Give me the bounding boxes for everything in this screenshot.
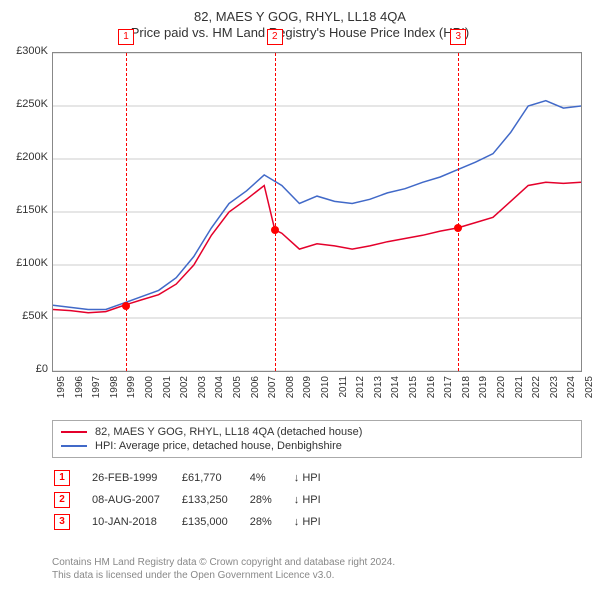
x-tick-label: 1996	[74, 376, 85, 416]
x-tick-label: 2013	[373, 376, 384, 416]
x-tick-label: 1995	[56, 376, 67, 416]
sale-dot	[122, 302, 130, 310]
legend-swatch-property	[61, 431, 87, 433]
y-tick-label: £300K	[0, 45, 48, 57]
footer: Contains HM Land Registry data © Crown c…	[52, 556, 395, 582]
sale-cmp: ↓ HPI	[294, 512, 341, 532]
sale-dot	[271, 226, 279, 234]
property-line	[53, 182, 581, 312]
x-tick-label: 2004	[214, 376, 225, 416]
x-tick-label: 2005	[232, 376, 243, 416]
sale-price: £133,250	[182, 490, 248, 510]
x-tick-label: 2025	[584, 376, 595, 416]
x-tick-label: 2017	[443, 376, 454, 416]
legend-label-hpi: HPI: Average price, detached house, Denb…	[95, 440, 342, 452]
y-tick-label: £0	[0, 363, 48, 375]
x-tick-label: 2001	[162, 376, 173, 416]
hpi-line	[53, 101, 581, 310]
legend-label-property: 82, MAES Y GOG, RHYL, LL18 4QA (detached…	[95, 426, 362, 438]
y-tick-label: £200K	[0, 151, 48, 163]
legend-row-hpi: HPI: Average price, detached house, Denb…	[61, 439, 573, 453]
x-tick-label: 2020	[496, 376, 507, 416]
chart-svg	[53, 53, 581, 371]
y-tick-label: £250K	[0, 98, 48, 110]
sales-table: 126-FEB-1999£61,7704%↓ HPI208-AUG-2007£1…	[52, 466, 343, 534]
sale-vline	[126, 53, 127, 371]
legend: 82, MAES Y GOG, RHYL, LL18 4QA (detached…	[52, 420, 582, 458]
x-tick-label: 2019	[478, 376, 489, 416]
sales-row: 1 26-FEB-1999£61,7704%↓ HPI	[54, 468, 341, 488]
x-tick-label: 2022	[531, 376, 542, 416]
x-tick-label: 1998	[109, 376, 120, 416]
x-tick-label: 2011	[338, 376, 349, 416]
sales-row: 2 08-AUG-2007£133,25028%↓ HPI	[54, 490, 341, 510]
sale-vline	[275, 53, 276, 371]
x-tick-label: 2000	[144, 376, 155, 416]
chart-title-desc: Price paid vs. HM Land Registry's House …	[0, 25, 600, 40]
x-tick-label: 1999	[126, 376, 137, 416]
grid	[53, 53, 581, 371]
sale-marker-label: 2	[267, 29, 283, 45]
sale-marker-label: 1	[118, 29, 134, 45]
sale-dot	[454, 224, 462, 232]
sale-price: £135,000	[182, 512, 248, 532]
x-tick-label: 2021	[514, 376, 525, 416]
x-tick-label: 2006	[250, 376, 261, 416]
legend-row-property: 82, MAES Y GOG, RHYL, LL18 4QA (detached…	[61, 425, 573, 439]
sale-date: 08-AUG-2007	[92, 490, 180, 510]
sale-date: 26-FEB-1999	[92, 468, 180, 488]
x-tick-label: 2008	[285, 376, 296, 416]
sale-price: £61,770	[182, 468, 248, 488]
x-tick-label: 2014	[390, 376, 401, 416]
footer-line-2: This data is licensed under the Open Gov…	[52, 569, 395, 582]
chart-titles: 82, MAES Y GOG, RHYL, LL18 4QA Price pai…	[0, 0, 600, 40]
x-tick-label: 2003	[197, 376, 208, 416]
price-chart: 82, MAES Y GOG, RHYL, LL18 4QA Price pai…	[0, 0, 600, 590]
sale-num: 2	[54, 492, 70, 508]
legend-swatch-hpi	[61, 445, 87, 447]
sale-marker-label: 3	[450, 29, 466, 45]
x-tick-label: 2010	[320, 376, 331, 416]
x-tick-label: 2012	[355, 376, 366, 416]
x-tick-label: 2016	[426, 376, 437, 416]
sale-pct: 4%	[250, 468, 292, 488]
x-tick-label: 2018	[461, 376, 472, 416]
sale-pct: 28%	[250, 512, 292, 532]
y-tick-label: £150K	[0, 204, 48, 216]
y-tick-label: £100K	[0, 257, 48, 269]
sale-vline	[458, 53, 459, 371]
x-tick-label: 1997	[91, 376, 102, 416]
x-tick-label: 2009	[302, 376, 313, 416]
plot-area: 123	[52, 52, 582, 372]
sale-num: 1	[54, 470, 70, 486]
footer-line-1: Contains HM Land Registry data © Crown c…	[52, 556, 395, 569]
chart-title-address: 82, MAES Y GOG, RHYL, LL18 4QA	[0, 9, 600, 24]
sale-pct: 28%	[250, 490, 292, 510]
x-tick-label: 2002	[179, 376, 190, 416]
sales-row: 3 10-JAN-2018£135,00028%↓ HPI	[54, 512, 341, 532]
x-tick-label: 2015	[408, 376, 419, 416]
sale-cmp: ↓ HPI	[294, 468, 341, 488]
sale-num: 3	[54, 514, 70, 530]
y-tick-label: £50K	[0, 310, 48, 322]
sale-date: 10-JAN-2018	[92, 512, 180, 532]
x-tick-label: 2023	[549, 376, 560, 416]
sale-cmp: ↓ HPI	[294, 490, 341, 510]
x-tick-label: 2007	[267, 376, 278, 416]
x-tick-label: 2024	[566, 376, 577, 416]
